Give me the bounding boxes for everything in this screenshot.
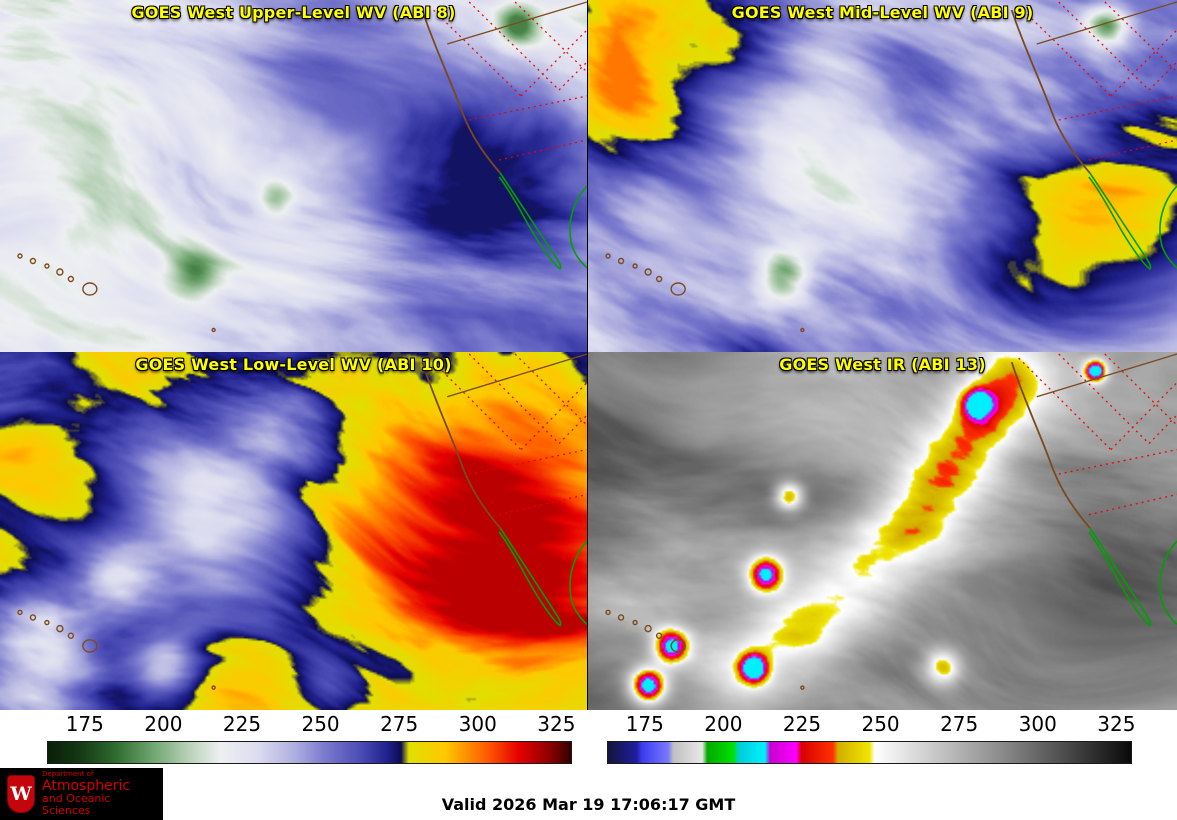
valid-time-label: Valid 2026 Mar 19 17:06:17 GMT — [441, 795, 736, 814]
ir-colorbar-gradient — [607, 741, 1132, 764]
footer: W Department of Atmospheric and Oceanic … — [0, 768, 1177, 820]
colorbar-tick-label: 250 — [861, 712, 900, 736]
colorbar-tick-label: 225 — [222, 712, 262, 736]
logo-line-department: Department of — [42, 770, 94, 779]
panel-title-abi8: GOES West Upper-Level WV (ABI 8) — [131, 3, 456, 22]
upper-level-wv-image — [0, 0, 587, 352]
colorbar-tick-label: 200 — [704, 712, 743, 736]
colorbar-tick-label: 175 — [625, 712, 664, 736]
colorbar-tick-label: 300 — [458, 712, 497, 736]
wv-colorbar: 175 200 225 250 275 300 325 — [0, 710, 588, 768]
ir-colorbar: 175 200 225 250 275 300 325 — [588, 710, 1177, 768]
panel-low-level-wv: GOES West Low-Level WV (ABI 10) — [0, 352, 588, 710]
low-level-wv-image — [0, 352, 587, 710]
satellite-grid: GOES West Upper-Level WV (ABI 8) — [0, 0, 1177, 710]
wv-colorbar-ticks: 175 200 225 250 275 300 325 — [0, 712, 588, 738]
ir-image — [588, 352, 1177, 710]
colorbar-tick-label: 325 — [1097, 712, 1136, 736]
panel-title-abi13: GOES West IR (ABI 13) — [779, 355, 986, 374]
colorbar-tick-label: 300 — [1018, 712, 1057, 736]
mid-level-wv-image — [588, 0, 1177, 352]
panel-title-abi9: GOES West Mid-Level WV (ABI 9) — [731, 3, 1034, 22]
colorbar-tick-label: 325 — [537, 712, 576, 736]
colorbar-tick-label: 200 — [144, 712, 183, 736]
logo-text: Department of Atmospheric and Oceanic Sc… — [42, 770, 156, 818]
panel-title-abi10: GOES West Low-Level WV (ABI 10) — [135, 355, 452, 374]
colorbar-tick-label: 175 — [65, 712, 104, 736]
panel-ir: GOES West IR (ABI 13) — [588, 352, 1177, 710]
uw-aos-logo: W Department of Atmospheric and Oceanic … — [0, 768, 163, 820]
wv-colorbar-gradient — [47, 741, 572, 764]
colorbar-tick-label: 275 — [940, 712, 979, 736]
colorbar-row: 175 200 225 250 275 300 325 175 200 225 250 275 300… — [0, 710, 1177, 768]
panel-upper-level-wv: GOES West Upper-Level WV (ABI 8) — [0, 0, 588, 352]
colorbar-tick-label: 250 — [301, 712, 340, 736]
colorbar-tick-label: 225 — [782, 712, 822, 736]
logo-line-atmospheric: Atmospheric — [42, 777, 131, 794]
logo-line-oceanic: and Oceanic Sciences — [42, 792, 111, 818]
ir-colorbar-ticks: 175 200 225 250 275 300 325 — [588, 712, 1177, 738]
colorbar-tick-label: 275 — [380, 712, 419, 736]
panel-mid-level-wv: GOES West Mid-Level WV (ABI 9) — [588, 0, 1177, 352]
uw-crest-icon: W — [7, 775, 35, 813]
